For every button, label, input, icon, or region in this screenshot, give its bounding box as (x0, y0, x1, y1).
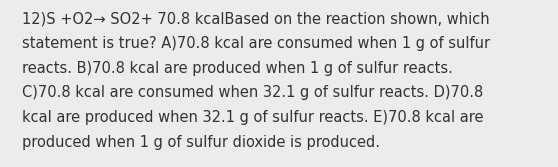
Text: kcal are produced when 32.1 g of sulfur reacts. E)70.8 kcal are: kcal are produced when 32.1 g of sulfur … (22, 110, 483, 125)
Text: produced when 1 g of sulfur dioxide is produced.: produced when 1 g of sulfur dioxide is p… (22, 134, 380, 149)
Text: statement is true? A)70.8 kcal are consumed when 1 g of sulfur: statement is true? A)70.8 kcal are consu… (22, 37, 490, 51)
Text: reacts. B)70.8 kcal are produced when 1 g of sulfur reacts.: reacts. B)70.8 kcal are produced when 1 … (22, 61, 453, 76)
Text: C)70.8 kcal are consumed when 32.1 g of sulfur reacts. D)70.8: C)70.8 kcal are consumed when 32.1 g of … (22, 86, 483, 101)
Text: 12)S +O2→ SO2+ 70.8 kcalBased on the reaction shown, which: 12)S +O2→ SO2+ 70.8 kcalBased on the rea… (22, 12, 489, 27)
